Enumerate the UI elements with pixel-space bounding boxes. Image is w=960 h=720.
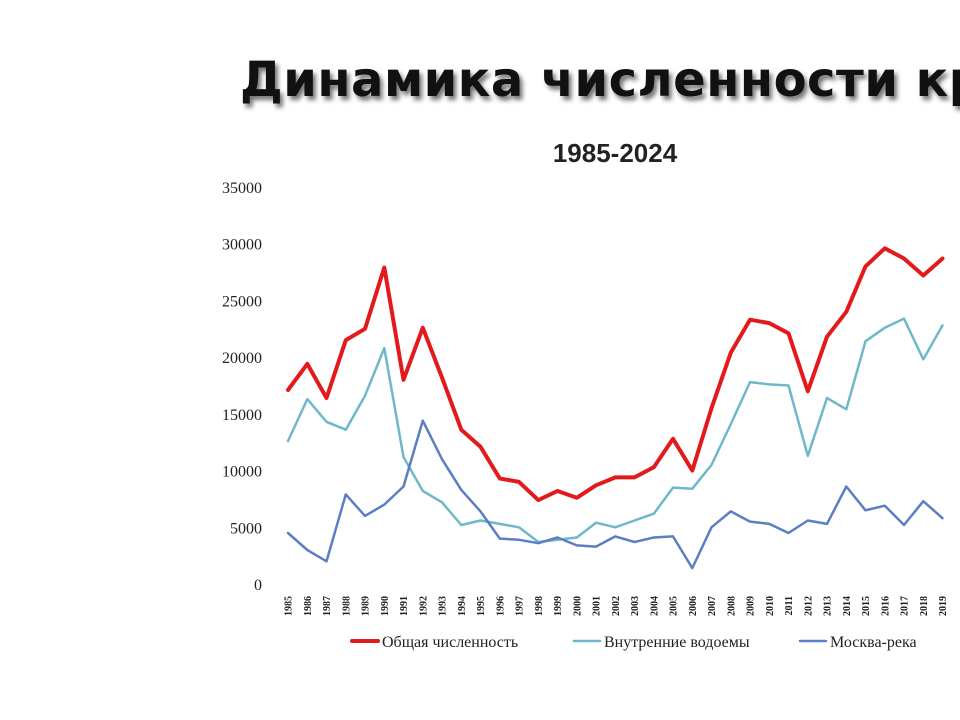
y-tick-label: 25000 [222, 293, 262, 310]
x-tick-label: 2010 [765, 596, 776, 616]
y-tick-label: 35000 [222, 180, 262, 197]
y-tick-label: 30000 [222, 237, 262, 254]
y-tick-label: 0 [254, 577, 262, 594]
chart-subtitle: 1985-2024 [552, 138, 678, 168]
slide-title: Динамика численности кряквы [240, 52, 960, 108]
chart-legend: Общая численность Внутренние водоемы Москв… [350, 634, 917, 651]
x-tick-label: 1990 [380, 596, 391, 616]
x-tick-label: 2012 [803, 596, 814, 616]
x-tick-label: 1997 [515, 596, 526, 616]
x-tick-label: 1986 [303, 596, 314, 616]
x-tick-label: 2002 [611, 596, 622, 616]
x-tick-label: 2005 [669, 596, 680, 616]
x-tick-label: 2007 [707, 596, 718, 616]
x-tick-label: 2009 [746, 596, 757, 616]
y-tick-label: 20000 [222, 350, 262, 367]
x-tick-label: 1996 [495, 596, 506, 616]
x-tick-label: 2019 [938, 596, 949, 616]
x-tick-label: 1987 [322, 596, 333, 616]
x-tick-label: 1991 [399, 596, 410, 616]
y-tick-label: 10000 [222, 464, 262, 481]
x-tick-label: 1998 [534, 596, 545, 616]
x-tick-label: 1995 [476, 596, 487, 616]
x-tick-label: 2018 [919, 596, 930, 616]
x-tick-label: 2003 [630, 596, 641, 616]
plot-area [286, 246, 945, 570]
series-line-3 [286, 419, 944, 570]
x-tick-label: 1985 [284, 596, 295, 616]
x-tick-label: 2004 [649, 596, 660, 616]
x-tick-label: 2016 [880, 596, 891, 616]
x-tick-label: 1988 [341, 596, 352, 616]
x-tick-label: 2014 [842, 596, 853, 616]
x-tick-label: 2001 [592, 596, 603, 616]
x-tick-label: 1993 [438, 596, 449, 616]
x-tick-label: 1989 [361, 596, 372, 616]
series-line-2 [286, 317, 944, 544]
x-tick-label: 1992 [418, 596, 429, 616]
x-tick-label: 2000 [572, 596, 583, 616]
y-tick-label: 15000 [222, 407, 262, 424]
x-tick-label: 1999 [553, 596, 564, 616]
series-line-1 [286, 246, 945, 503]
x-tick-label: 1994 [457, 596, 468, 616]
x-axis: 1985 1986 1987 1988 1989 1990 1991 1992 1993 1994… [284, 596, 950, 616]
legend-label: Внутренние водоемы [604, 634, 750, 651]
x-tick-label: 2015 [861, 596, 872, 616]
x-tick-label: 2011 [784, 596, 795, 615]
x-tick-label: 2017 [900, 596, 911, 616]
x-tick-label: 2006 [688, 596, 699, 616]
legend-label: Общая численность [382, 634, 518, 651]
x-tick-label: 2013 [823, 596, 834, 616]
y-tick-label: 5000 [230, 520, 262, 537]
x-tick-label: 2008 [726, 596, 737, 616]
legend-label: Москва-река [830, 634, 917, 651]
y-axis: 0 5000 10000 15000 20000 25000 30000 35000 [222, 180, 262, 594]
